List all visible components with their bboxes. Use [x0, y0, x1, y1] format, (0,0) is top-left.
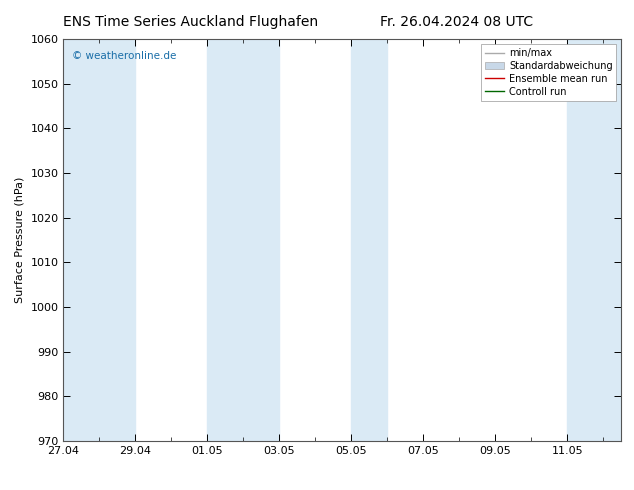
Bar [567, 39, 621, 441]
Text: Fr. 26.04.2024 08 UTC: Fr. 26.04.2024 08 UTC [380, 15, 533, 29]
Bar [207, 39, 280, 441]
Text: ENS Time Series Auckland Flughafen: ENS Time Series Auckland Flughafen [63, 15, 318, 29]
Legend: min/max, Standardabweichung, Ensemble mean run, Controll run: min/max, Standardabweichung, Ensemble me… [481, 44, 616, 100]
Y-axis label: Surface Pressure (hPa): Surface Pressure (hPa) [15, 177, 25, 303]
Bar [63, 39, 136, 441]
Bar [351, 39, 387, 441]
Text: © weatheronline.de: © weatheronline.de [72, 51, 176, 61]
